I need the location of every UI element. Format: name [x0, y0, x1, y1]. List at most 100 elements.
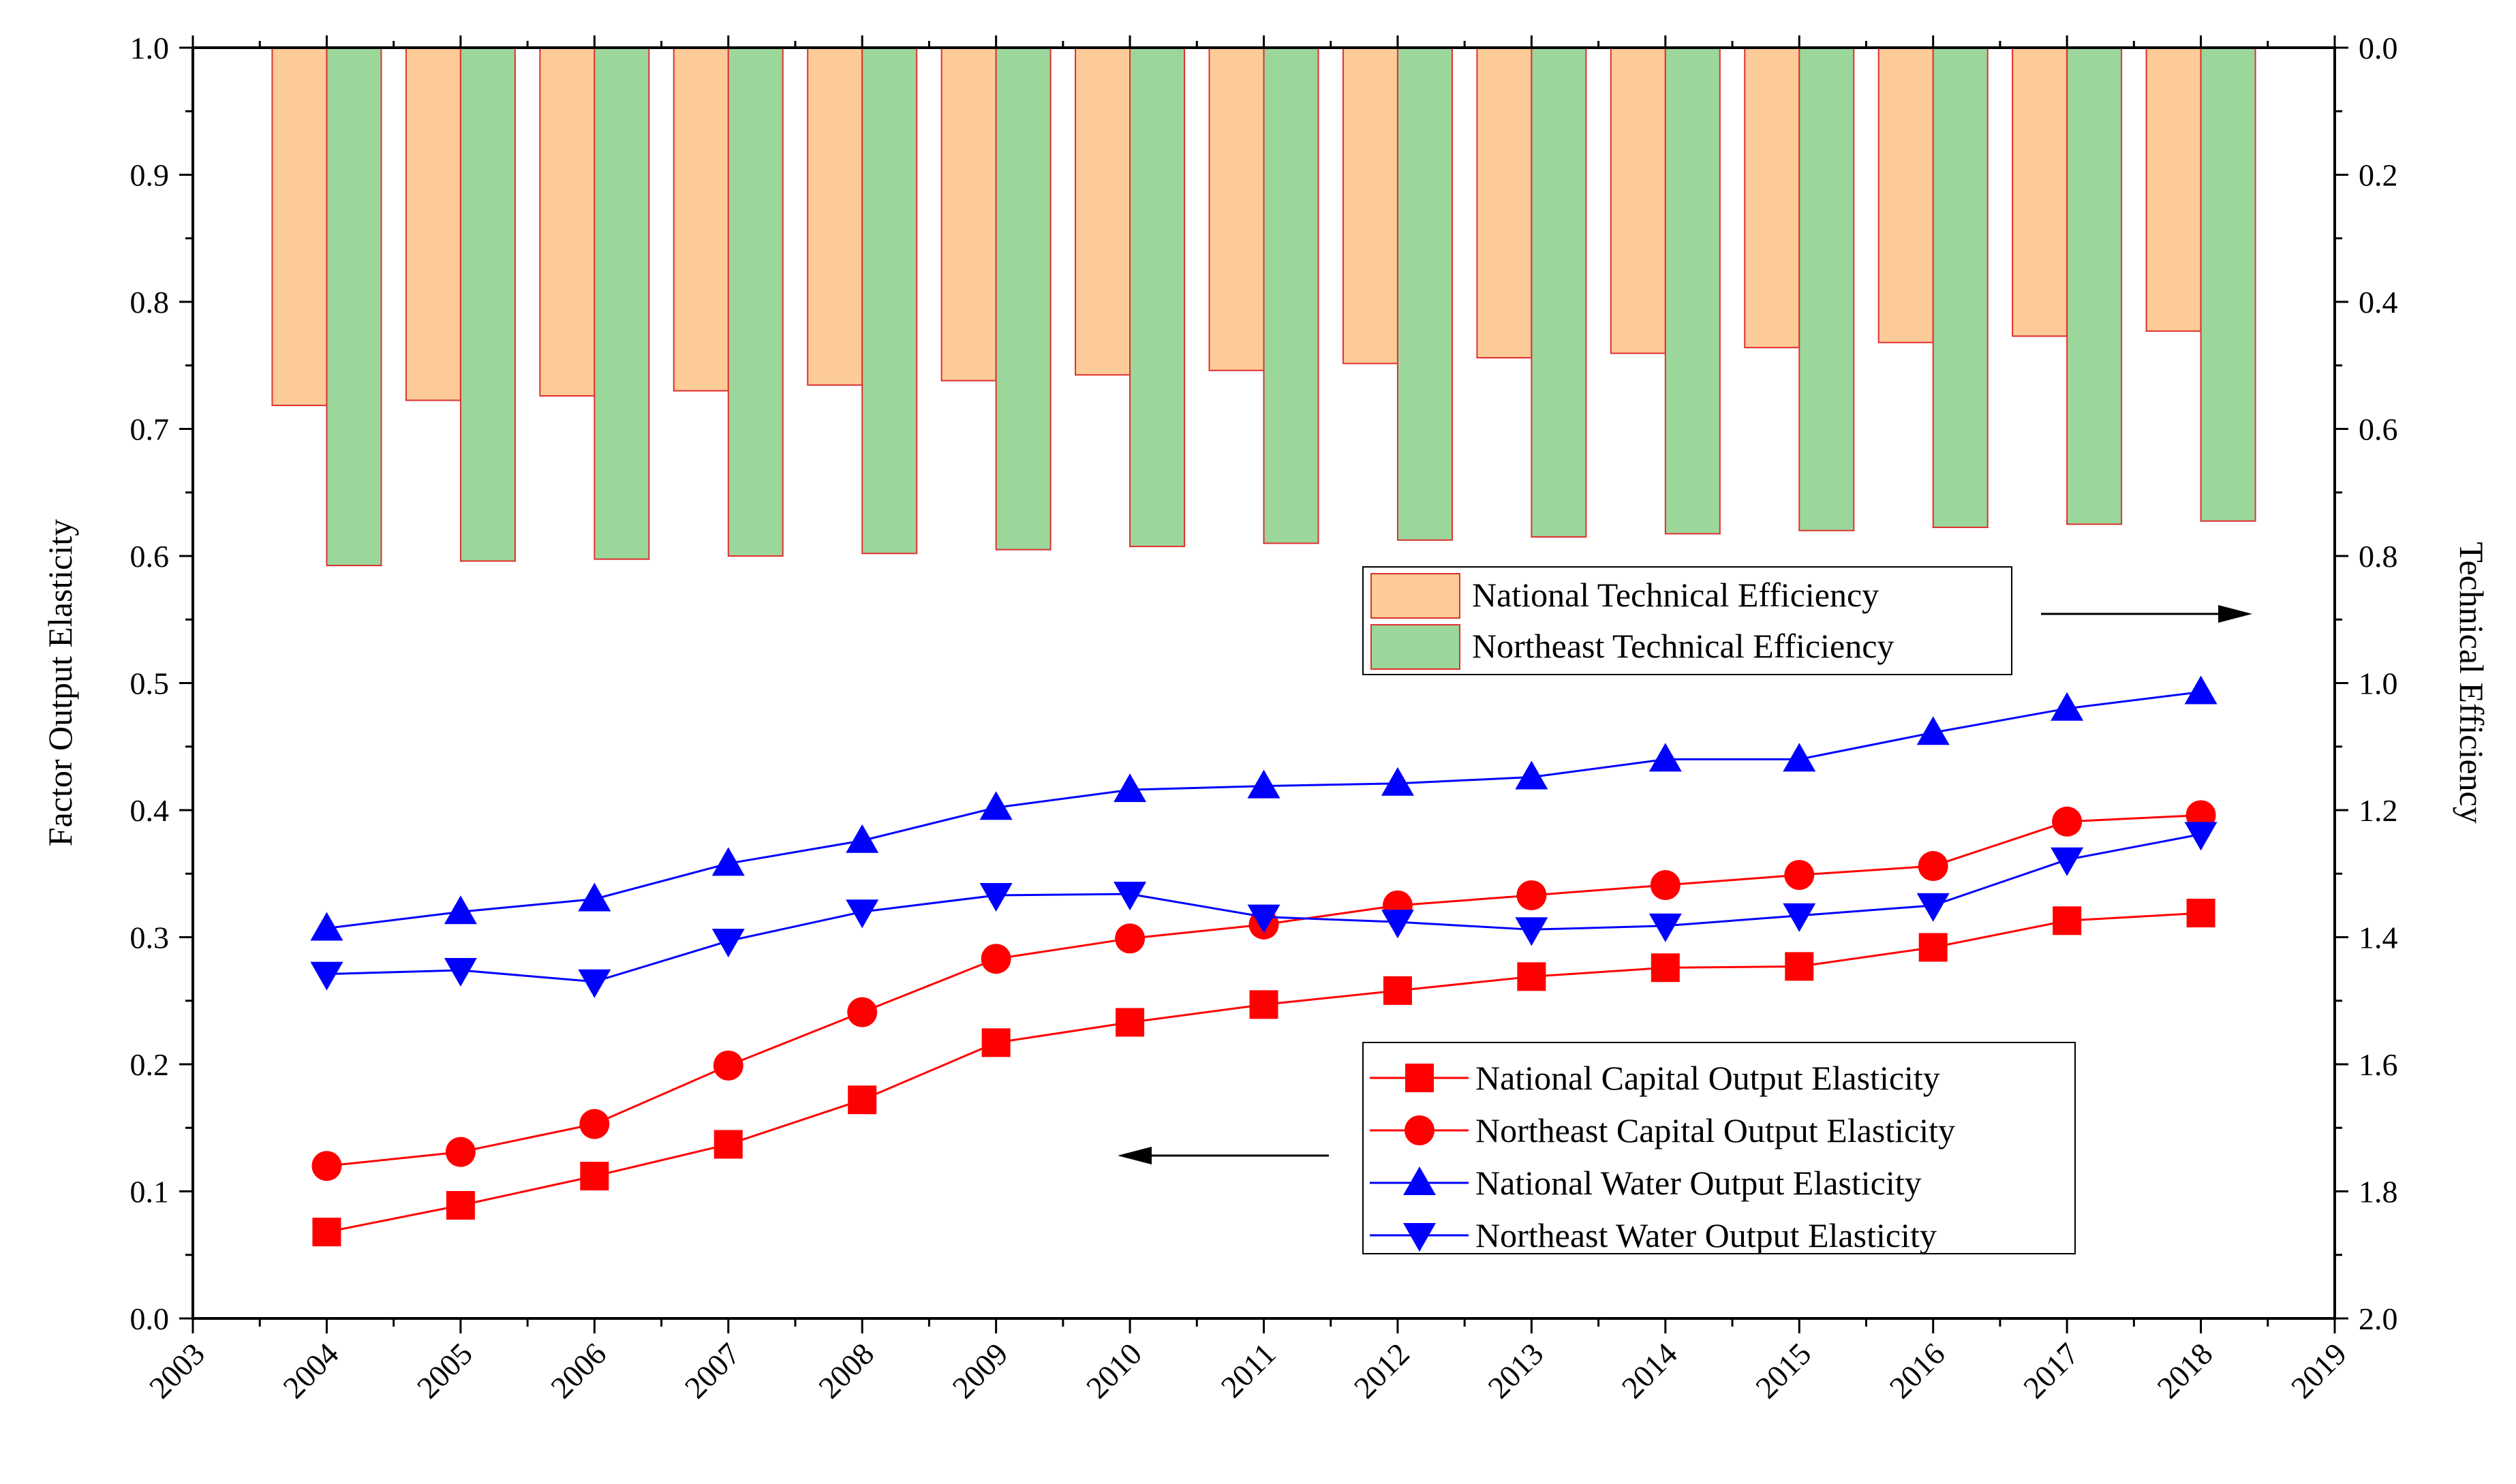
point-national-water-output-elasticity-2015 [1783, 743, 1816, 772]
line-legend-box [1362, 1042, 2076, 1254]
bar-northeast-2015 [1798, 47, 1855, 531]
y-left-tick-label-0.8: 0.8 [130, 285, 170, 320]
point-national-water-output-elasticity-2012 [1381, 767, 1414, 796]
point-national-capital-output-elasticity-2008 [848, 1085, 877, 1115]
y-right-tick-label-1.0: 1.0 [2359, 666, 2398, 701]
bar-national-2010 [1075, 47, 1131, 376]
point-northeast-water-output-elasticity-2005 [444, 957, 477, 987]
y-left-tick-label-0.4: 0.4 [130, 793, 170, 828]
x-tick-label-2019: 2019 [2284, 1336, 2353, 1405]
left-axis-arrowhead [1118, 1147, 1152, 1164]
legend-marker-national-water-output-elasticity [1403, 1166, 1436, 1195]
point-northeast-water-output-elasticity-2004 [310, 961, 343, 991]
bar-national-2017 [2012, 47, 2068, 337]
x-tick-label-2016: 2016 [1883, 1336, 1952, 1405]
point-national-water-output-elasticity-2018 [2184, 675, 2218, 705]
y-right-tick-label-0.6: 0.6 [2359, 412, 2398, 447]
y-left-tick-label-0.3: 0.3 [130, 921, 170, 955]
bar-northeast-2011 [1263, 47, 1319, 544]
point-northeast-water-output-elasticity-2008 [846, 899, 879, 929]
y-right-tick-label-1.6: 1.6 [2359, 1047, 2398, 1082]
point-national-capital-output-elasticity-2018 [2186, 899, 2215, 928]
bar-northeast-2009 [995, 47, 1052, 551]
bar-legend: National Technical Efficiency Northeast T… [1362, 566, 2252, 675]
bar-national-2007 [673, 47, 729, 392]
legend-label-national-capital-output-elasticity: National Capital Output Elasticity [1475, 1059, 1940, 1097]
legend-label-northeast-technical-efficiency: Northeast Technical Efficiency [1472, 627, 1894, 665]
point-northeast-water-output-elasticity-2018 [2184, 822, 2218, 851]
point-northeast-capital-output-elasticity-2007 [713, 1050, 743, 1081]
legend-swatch-northeast-technical-efficiency [1370, 624, 1460, 670]
point-northeast-water-output-elasticity-2015 [1783, 903, 1816, 932]
y-left-tick-label-0.9: 0.9 [130, 158, 170, 193]
bar-northeast-2008 [861, 47, 918, 555]
legend-swatch-national-technical-efficiency [1370, 573, 1460, 619]
point-national-capital-output-elasticity-2013 [1517, 962, 1546, 991]
point-national-capital-output-elasticity-2009 [981, 1028, 1011, 1057]
point-northeast-capital-output-elasticity-2008 [847, 997, 878, 1027]
legend-marker-national-capital-output-elasticity [1405, 1064, 1434, 1092]
point-national-capital-output-elasticity-2004 [312, 1218, 341, 1247]
right-axis-arrowhead [2218, 605, 2252, 623]
point-national-water-output-elasticity-2014 [1648, 743, 1682, 772]
point-northeast-water-output-elasticity-2013 [1515, 917, 1548, 946]
bar-northeast-2010 [1129, 47, 1186, 548]
series-line-national-water-output-elasticity [326, 691, 2201, 929]
point-national-capital-output-elasticity-2017 [2053, 906, 2082, 936]
point-national-water-output-elasticity-2011 [1247, 769, 1280, 799]
point-national-capital-output-elasticity-2007 [714, 1130, 743, 1159]
x-tick-label-2018: 2018 [2151, 1336, 2220, 1405]
point-national-water-output-elasticity-2009 [979, 791, 1013, 820]
point-northeast-capital-output-elasticity-2016 [1918, 851, 1948, 882]
point-northeast-water-output-elasticity-2012 [1381, 910, 1414, 939]
point-northeast-water-output-elasticity-2017 [2051, 847, 2084, 876]
y-right-tick-label-0.2: 0.2 [2359, 158, 2398, 193]
x-tick-label-2013: 2013 [1481, 1336, 1550, 1405]
bar-national-2009 [940, 47, 997, 382]
x-tick-label-2005: 2005 [410, 1336, 479, 1405]
point-northeast-water-output-elasticity-2007 [711, 929, 745, 958]
y-right-tick-label-1.8: 1.8 [2359, 1175, 2398, 1209]
point-northeast-capital-output-elasticity-2017 [2052, 806, 2083, 837]
x-tick-label-2014: 2014 [1615, 1336, 1684, 1405]
point-national-water-output-elasticity-2017 [2051, 692, 2084, 721]
bar-northeast-2004 [326, 47, 382, 566]
point-northeast-capital-output-elasticity-2009 [981, 944, 1011, 974]
point-national-water-output-elasticity-2010 [1114, 773, 1147, 803]
point-national-water-output-elasticity-2007 [711, 847, 745, 876]
point-national-capital-output-elasticity-2014 [1651, 953, 1680, 983]
bar-northeast-2012 [1396, 47, 1453, 541]
bar-northeast-2013 [1531, 47, 1587, 538]
bar-northeast-2014 [1664, 47, 1721, 535]
x-tick-label-2010: 2010 [1079, 1336, 1148, 1405]
legend-marker-northeast-capital-output-elasticity [1405, 1115, 1435, 1145]
legend-label-northeast-water-output-elasticity: Northeast Water Output Elasticity [1475, 1216, 1937, 1254]
point-national-water-output-elasticity-2006 [578, 882, 611, 912]
point-northeast-capital-output-elasticity-2015 [1784, 860, 1815, 891]
bar-national-2013 [1476, 47, 1533, 359]
y-left-tick-label-0.0: 0.0 [130, 1301, 170, 1336]
x-tick-label-2008: 2008 [812, 1336, 880, 1405]
y-left-tick-label-0.2: 0.2 [130, 1047, 170, 1082]
y-right-tick-label-1.2: 1.2 [2359, 793, 2398, 828]
bar-northeast-2017 [2066, 47, 2123, 525]
x-tick-label-2003: 2003 [142, 1336, 211, 1405]
bar-national-2016 [1877, 47, 1934, 343]
bar-national-2006 [539, 47, 596, 397]
y-left-tick-label-0.1: 0.1 [130, 1175, 170, 1209]
point-northeast-capital-output-elasticity-2005 [445, 1137, 476, 1167]
point-northeast-water-output-elasticity-2016 [1916, 893, 1950, 922]
bar-northeast-2016 [1932, 47, 1989, 529]
y-right-tick-label-1.4: 1.4 [2359, 921, 2398, 955]
legend-label-national-technical-efficiency: National Technical Efficiency [1472, 576, 1879, 614]
bar-national-2014 [1610, 47, 1666, 354]
point-national-capital-output-elasticity-2015 [1785, 952, 1814, 981]
point-northeast-water-output-elasticity-2014 [1648, 913, 1682, 942]
x-tick-label-2007: 2007 [678, 1336, 747, 1405]
legend-marker-northeast-water-output-elasticity [1403, 1223, 1436, 1252]
point-northeast-capital-output-elasticity-2010 [1115, 923, 1146, 954]
bar-northeast-2006 [594, 47, 650, 560]
point-national-capital-output-elasticity-2011 [1249, 990, 1278, 1019]
point-national-water-output-elasticity-2016 [1916, 716, 1950, 745]
